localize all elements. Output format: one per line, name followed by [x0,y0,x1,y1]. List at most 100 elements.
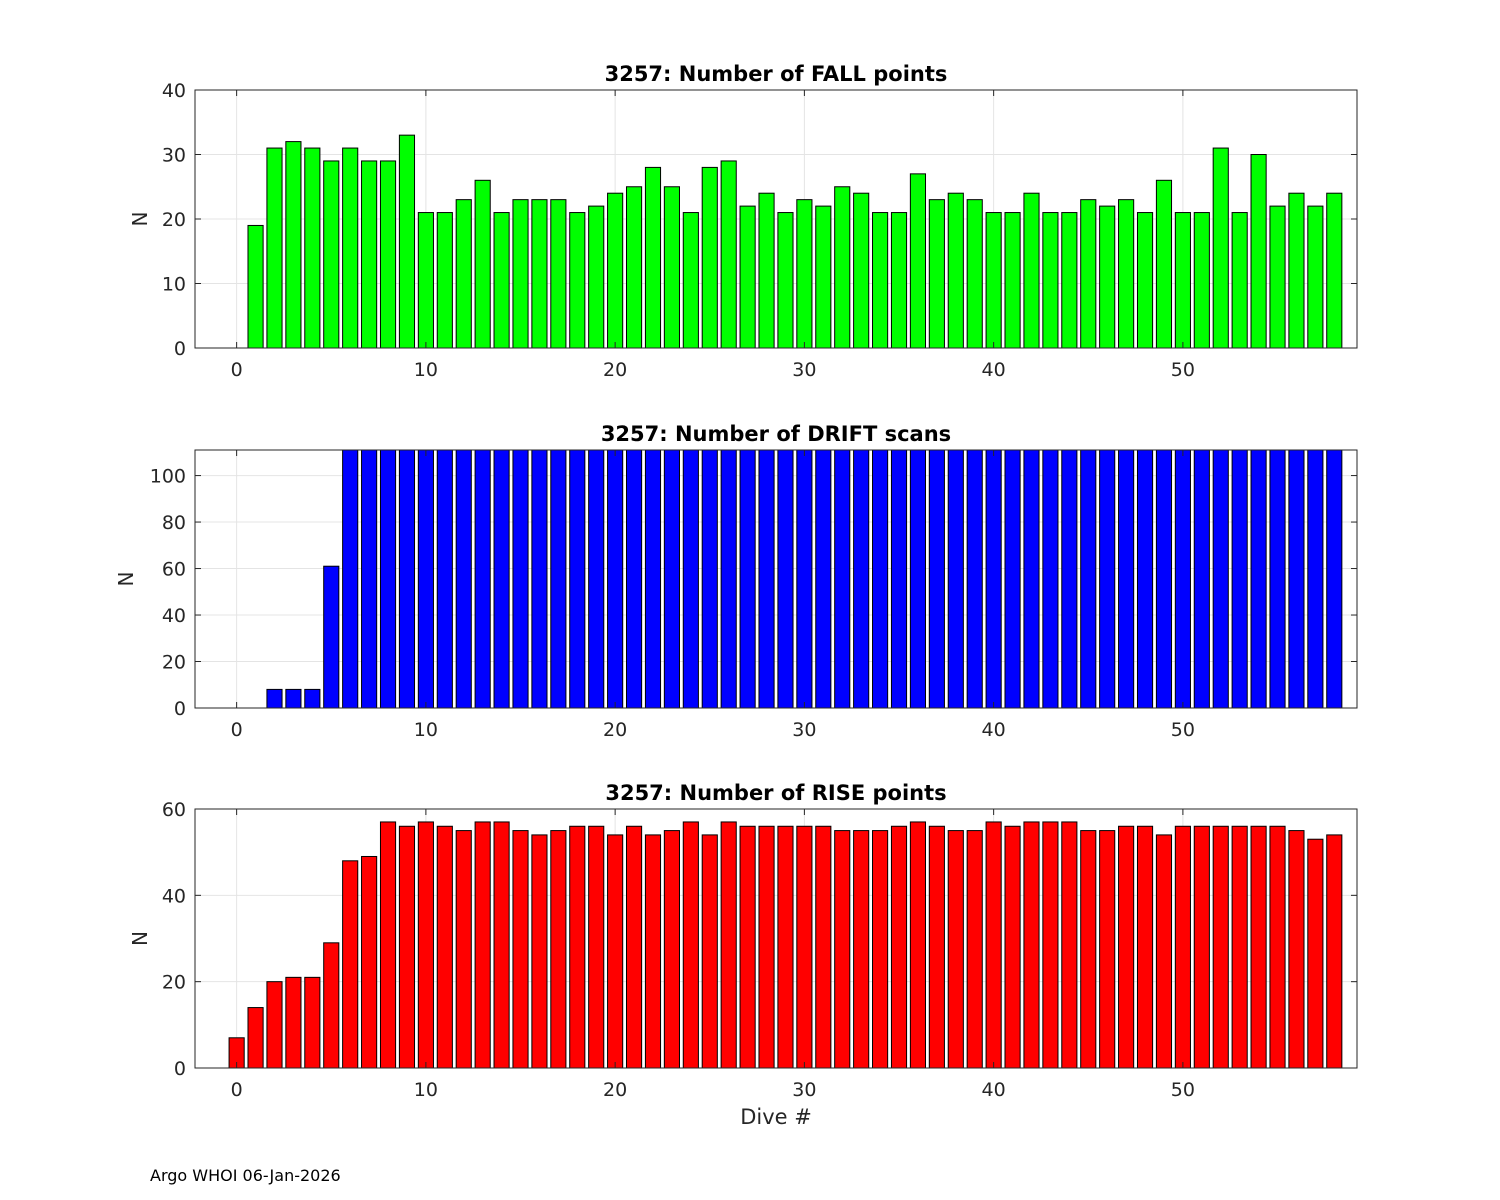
bar [1042,212,1059,348]
bar [701,166,718,348]
bar [1080,199,1097,348]
bar [644,450,662,708]
bar [739,450,756,708]
bar [569,450,586,708]
bar [777,450,794,708]
bar [853,830,870,1068]
bar [342,860,359,1068]
bar [1193,450,1210,708]
bar [1118,825,1135,1068]
axes-box [194,449,1358,709]
x-tick-label: 50 [1171,359,1195,381]
y-tick-label: 40 [162,605,186,627]
bar [266,688,283,708]
bar [1099,450,1116,708]
y-tick-label: 30 [162,145,186,167]
bar [1326,834,1343,1068]
y-tick-label: 20 [162,652,186,674]
bar [1004,212,1021,348]
bar [588,450,605,708]
bar [323,565,340,708]
bar [569,825,586,1068]
y-tick-label: 0 [174,1058,186,1080]
bar [266,147,283,348]
bar [625,186,643,348]
bar [1269,450,1286,708]
y-tick-label: 60 [162,559,186,581]
bar [758,450,775,708]
bar [1231,450,1248,708]
bar [512,199,529,348]
bar [966,450,983,708]
y-tick-label: 80 [162,512,186,534]
bar [1099,205,1116,348]
bar [796,450,813,708]
bar [625,825,643,1068]
y-tick-label: 20 [162,209,186,231]
x-tick-label: 20 [603,1079,627,1101]
bar [455,830,472,1068]
bar [417,450,434,708]
bar [304,976,321,1068]
x-tick-label: 50 [1171,1079,1195,1101]
bar [796,825,813,1068]
bar [417,212,434,348]
bar [966,199,983,348]
bar [890,825,908,1068]
bar [985,821,1002,1068]
bar [1023,450,1040,708]
bar [985,450,1002,708]
bar [493,212,510,348]
bar [1004,450,1021,708]
x-tick-label: 30 [792,719,816,741]
x-tick-label: 30 [792,359,816,381]
bar [342,147,359,348]
x-tick-label: 10 [414,359,438,381]
bar [247,224,264,348]
bar [682,450,699,708]
bar [853,450,870,708]
bar [474,179,491,348]
bar [872,212,889,348]
x-axis-label: Dive # [740,1105,812,1129]
y-tick-label: 60 [162,799,186,821]
bar [1155,179,1173,348]
bar [512,830,529,1068]
bar [455,199,472,348]
bar [1061,821,1078,1068]
bar [607,834,624,1068]
bar [1269,205,1286,348]
bars-fall [247,134,1343,348]
bar [285,688,302,708]
x-tick-label: 0 [231,359,243,381]
y-tick-label: 0 [174,338,186,360]
bar [815,450,832,708]
bar [531,450,548,708]
bar [758,825,775,1068]
bar [1118,450,1135,708]
bar [853,192,870,348]
bar [550,199,567,348]
bar [417,821,434,1068]
bar [304,688,321,708]
bar [1080,450,1097,708]
bar [1212,147,1229,348]
bar [1269,825,1286,1068]
bar [1231,825,1248,1068]
bar [928,825,945,1068]
bar [323,160,340,348]
chart-title: 3257: Number of FALL points [605,62,948,86]
bar [512,450,529,708]
bar [1250,154,1267,348]
bar [1193,825,1210,1068]
bar [1288,830,1305,1068]
bar [1231,212,1248,348]
bar [1212,825,1229,1068]
x-tick-label: 20 [603,719,627,741]
x-tick-label: 40 [982,719,1006,741]
chart-rise: 0 10 20 30 40 50 0 20 40 60 3257: Number of RISE p… [128,781,1358,1129]
bar [1118,199,1135,348]
x-tick-label: 40 [982,1079,1006,1101]
bar [872,830,889,1068]
